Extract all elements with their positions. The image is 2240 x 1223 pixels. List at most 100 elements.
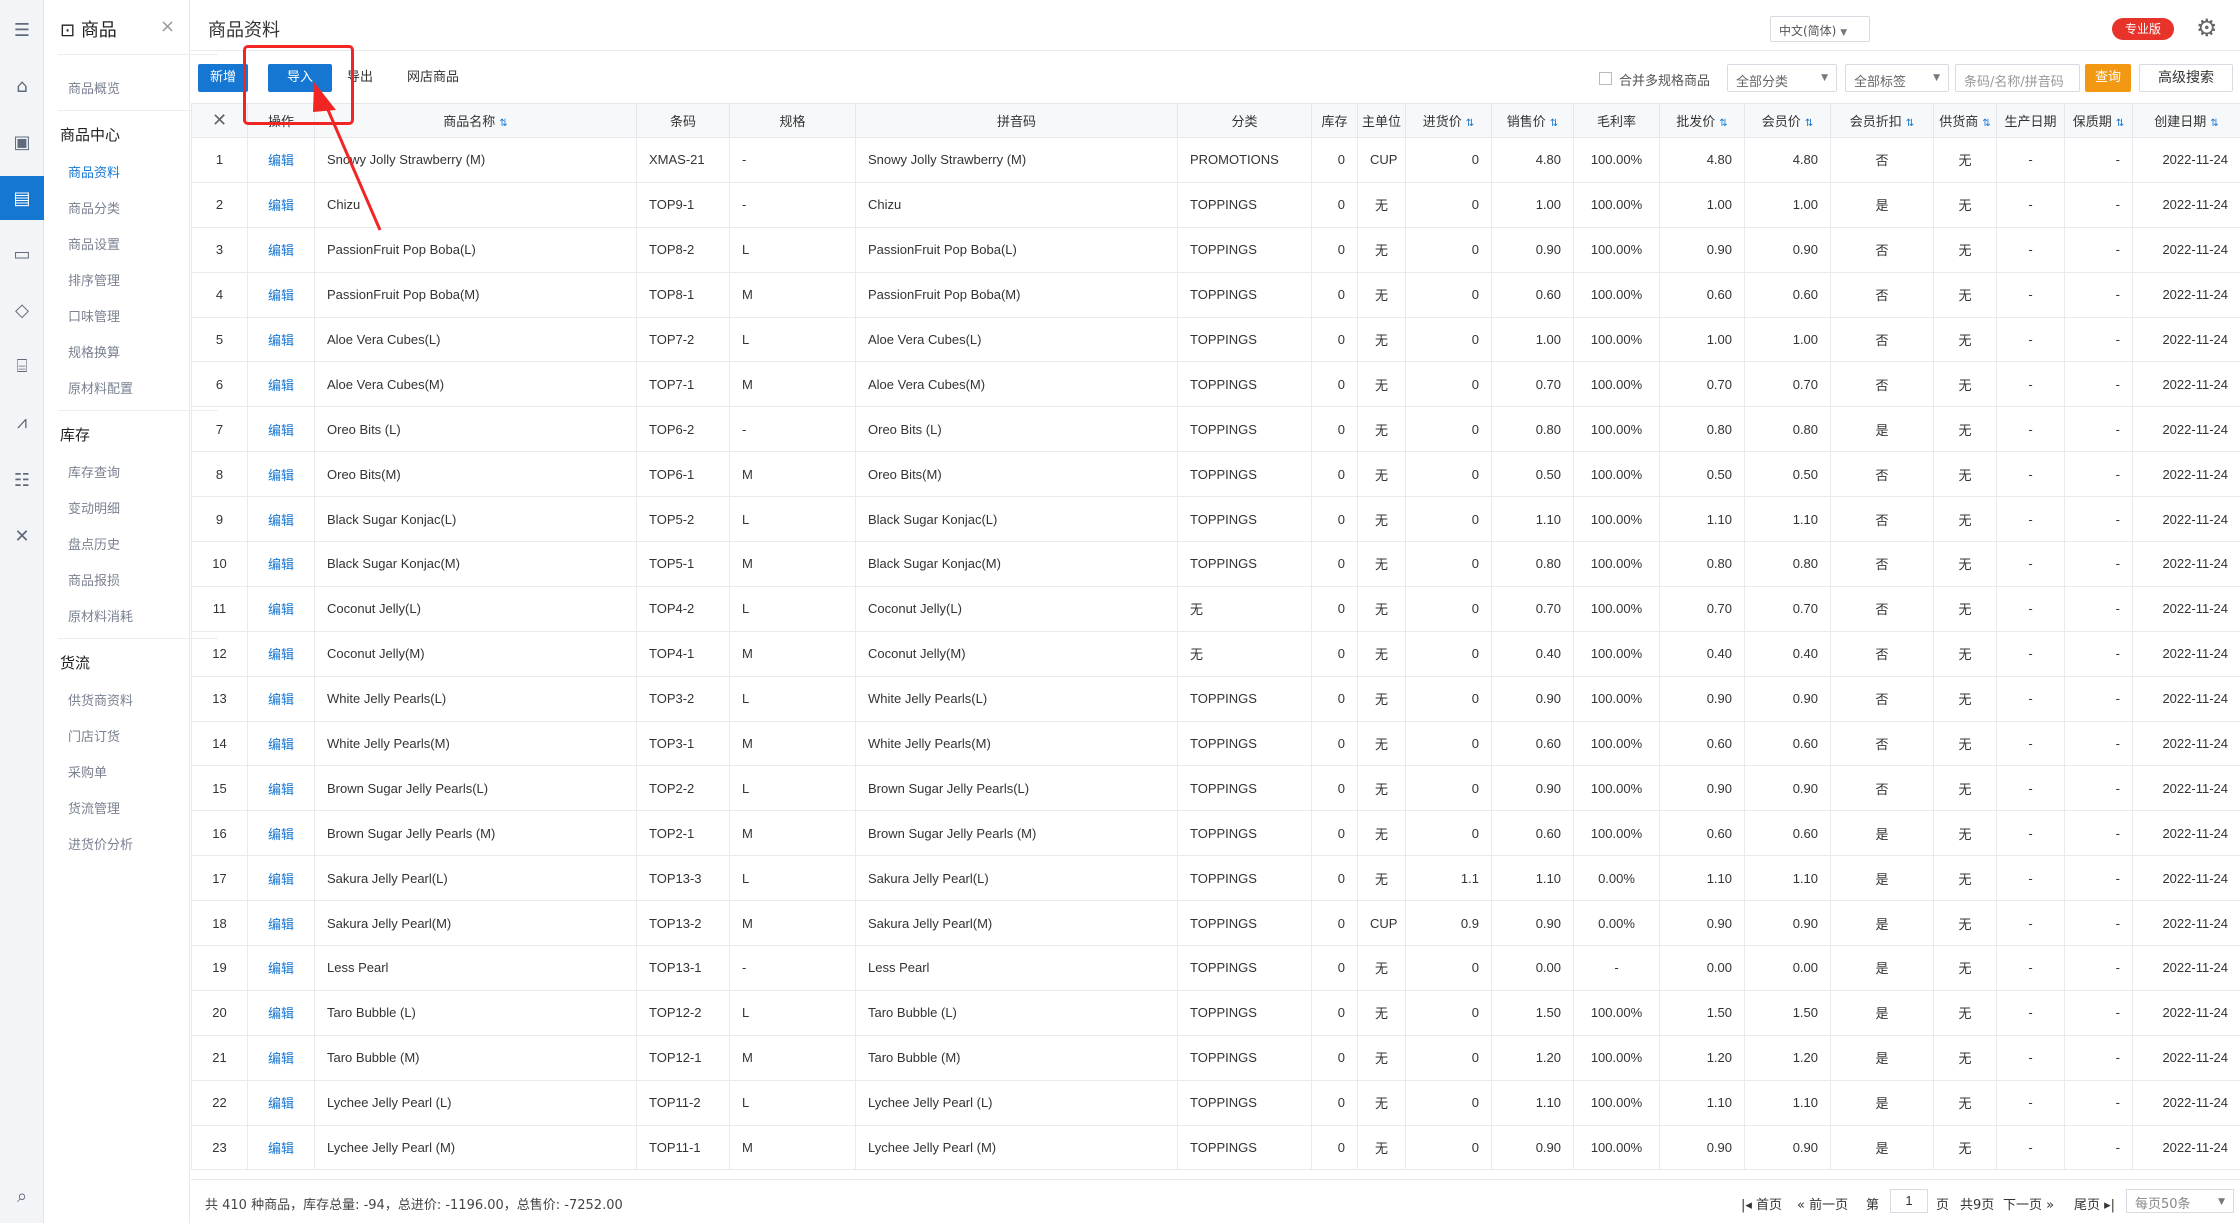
table-row[interactable]: 18 编辑 Sakura Jelly Pearl(M) TOP13-2 M Sakura … [191,900,2240,947]
close-icon[interactable]: × [160,16,176,37]
edit-link[interactable]: 编辑 [267,648,294,664]
column-header[interactable]: 商品名称 ⇅ [314,103,637,138]
table-row[interactable]: 9 编辑 Black Sugar Konjac(L) TOP5-2 L Black Sug… [191,496,2240,543]
search-input[interactable]: 条码/名称/拼音码 [1955,64,2080,92]
table-row[interactable]: 6 编辑 Aloe Vera Cubes(M) TOP7-1 M Aloe Vera Cu… [191,361,2240,408]
tools-icon[interactable]: ✕ [14,525,30,547]
edit-link[interactable]: 编辑 [267,154,294,170]
table-row[interactable]: 21 编辑 Taro Bubble (M) TOP12-1 M Taro Bubble (… [191,1034,2240,1081]
edit-link[interactable]: 编辑 [267,693,294,709]
table-row[interactable]: 8 编辑 Oreo Bits(M) TOP6-1 M Oreo Bits(M) TOPPIN… [191,451,2240,498]
column-header[interactable]: 批发价 ⇅ [1659,103,1745,138]
nav-item-sorting[interactable]: 排序管理 [68,274,121,289]
edit-link[interactable]: 编辑 [267,558,294,574]
product-icon[interactable]: ▤ [13,187,31,209]
table-row[interactable]: 15 编辑 Brown Sugar Jelly Pearls(L) TOP2-2 L Br… [191,765,2240,812]
query-button[interactable]: 查询 [2085,64,2131,92]
nav-item-product-settings[interactable]: 商品设置 [68,238,121,253]
table-row[interactable]: 16 编辑 Brown Sugar Jelly Pearls (M) TOP2-1 M B… [191,810,2240,857]
edit-link[interactable]: 编辑 [267,603,294,619]
language-select[interactable]: 中文(简体) ▼ [1770,16,1870,42]
nav-item-spec-conversion[interactable]: 规格换算 [68,346,121,361]
table-row[interactable]: 7 编辑 Oreo Bits (L) TOP6-2- Oreo Bits (L) TOPP… [191,406,2240,453]
page-size-select[interactable]: 每页50条 ▼ [2126,1189,2234,1213]
advanced-search-button[interactable]: 高级搜索 [2139,64,2233,92]
page-number-input[interactable]: 1 [1890,1189,1928,1213]
column-header[interactable]: 会员价 ⇅ [1744,103,1831,138]
sort-icon[interactable]: ⇅ [2115,118,2125,129]
table-row[interactable]: 20 编辑 Taro Bubble (L) TOP12-2 L Taro Bubble (… [191,989,2240,1036]
edit-link[interactable]: 编辑 [267,1052,294,1068]
edit-link[interactable]: 编辑 [267,1142,294,1158]
table-row[interactable]: 1 编辑 Snowy Jolly Strawberry (M) XMAS-21- Sno… [191,137,2240,183]
tools-icon[interactable]: ✕ [211,110,228,131]
sliders-icon[interactable]: ☷ [13,469,31,491]
nav-item-purchase-order[interactable]: 采购单 [68,766,108,781]
column-header[interactable]: 会员折扣 ⇅ [1830,103,1934,138]
nav-item-product-info[interactable]: 商品资料 [68,166,121,181]
store-icon[interactable]: ⌸ [16,355,28,377]
sort-icon[interactable]: ⇅ [1465,118,1475,129]
nav-section-product-center[interactable]: 商品中心 [60,126,121,144]
diamond-icon[interactable]: ◇ [15,299,29,321]
table-row[interactable]: 23 编辑 Lychee Jelly Pearl (M) TOP11-1 M Lychee… [191,1124,2240,1171]
sort-icon[interactable]: ⇅ [2210,118,2219,129]
nav-section-logistics[interactable]: 货流 [60,654,91,672]
column-header[interactable]: 供货商 ⇅ [1933,103,1997,138]
table-row[interactable]: 17 编辑 Sakura Jelly Pearl(L) TOP13-3 L Sakura … [191,855,2240,902]
merge-specs-checkbox[interactable] [1599,72,1612,85]
edit-link[interactable]: 编辑 [267,378,294,394]
nav-item-product-loss[interactable]: 商品报损 [68,574,121,589]
online-store-products-button[interactable]: 网店商品 [406,70,459,85]
table-row[interactable]: 10 编辑 Black Sugar Konjac(M) TOP5-1 M Black Su… [191,541,2240,587]
nav-item-product-category[interactable]: 商品分类 [68,202,121,217]
sort-icon[interactable]: ⇅ [499,118,508,129]
next-page-button[interactable]: 下一页 » [2003,1198,2055,1213]
tag-filter[interactable]: 全部标签 ▼ [1845,64,1949,92]
nav-item-stock-query[interactable]: 库存查询 [68,466,121,481]
column-header[interactable]: 销售价 ⇅ [1491,103,1574,138]
edit-link[interactable]: 编辑 [267,513,294,529]
table-row[interactable]: 11 编辑 Coconut Jelly(L) TOP4-2 L Coconut Jelly… [191,585,2240,632]
edit-link[interactable]: 编辑 [267,962,294,978]
table-row[interactable]: 22 编辑 Lychee Jelly Pearl (L) TOP11-2 L Lychee… [191,1079,2240,1126]
sort-icon[interactable]: ⇅ [1549,118,1559,129]
gear-icon[interactable]: ⚙ [2196,14,2218,42]
nav-item-material-consumption[interactable]: 原材料消耗 [68,610,134,625]
nav-item-flavor[interactable]: 口味管理 [68,310,121,325]
table-row[interactable]: 19 编辑 Less Pearl TOP13-1- Less Pearl TOPPINGS… [191,945,2240,991]
table-row[interactable]: 14 编辑 White Jelly Pearls(M) TOP3-1 M White Je… [191,720,2240,767]
edit-link[interactable]: 编辑 [267,423,294,439]
card-icon[interactable]: ▣ [13,131,31,153]
last-page-button[interactable]: 尾页 ▸| [2074,1198,2116,1213]
edit-link[interactable]: 编辑 [267,872,294,888]
edit-link[interactable]: 编辑 [267,827,294,843]
nav-item-purchase-price-analysis[interactable]: 进货价分析 [68,838,134,853]
edit-link[interactable]: 编辑 [267,334,294,349]
column-header[interactable]: 保质期 ⇅ [2064,103,2133,138]
column-header[interactable]: 进货价 ⇅ [1405,103,1492,138]
edit-link[interactable]: 编辑 [267,782,294,798]
edit-link[interactable]: 编辑 [267,289,294,305]
nav-item-logistics-mgmt[interactable]: 货流管理 [68,802,121,817]
edit-link[interactable]: 编辑 [267,199,294,215]
table-row[interactable]: 3 编辑 PassionFruit Pop Boba(L) TOP8-2 L Passio… [191,226,2240,273]
column-settings-header[interactable]: ✕ [191,103,248,138]
column-header[interactable]: 创建日期 ⇅ [2132,103,2240,138]
table-row[interactable]: 5 编辑 Aloe Vera Cubes(L) TOP7-2 L Aloe Vera Cu… [191,316,2240,363]
table-row[interactable]: 12 编辑 Coconut Jelly(M) TOP4-1 M Coconut Jelly… [191,630,2240,677]
edit-link[interactable]: 编辑 [267,738,294,754]
edit-link[interactable]: 编辑 [267,468,294,484]
nav-item-supplier-info[interactable]: 供货商资料 [68,694,134,709]
home-icon[interactable]: ⌂ [16,75,28,97]
search-list-icon[interactable]: ⌕ [16,1185,28,1207]
stats-icon[interactable]: ⩘ [16,411,28,433]
category-filter[interactable]: 全部分类 ▼ [1727,64,1837,92]
add-button[interactable]: 新增 [198,64,248,92]
menu-icon[interactable]: ☰ [13,19,31,41]
nav-item-store-order[interactable]: 门店订货 [68,730,121,745]
sort-icon[interactable]: ⇅ [1804,118,1814,129]
edit-link[interactable]: 编辑 [267,1007,294,1023]
nav-item-overview[interactable]: 商品概览 [68,82,121,97]
edit-link[interactable]: 编辑 [267,917,294,933]
